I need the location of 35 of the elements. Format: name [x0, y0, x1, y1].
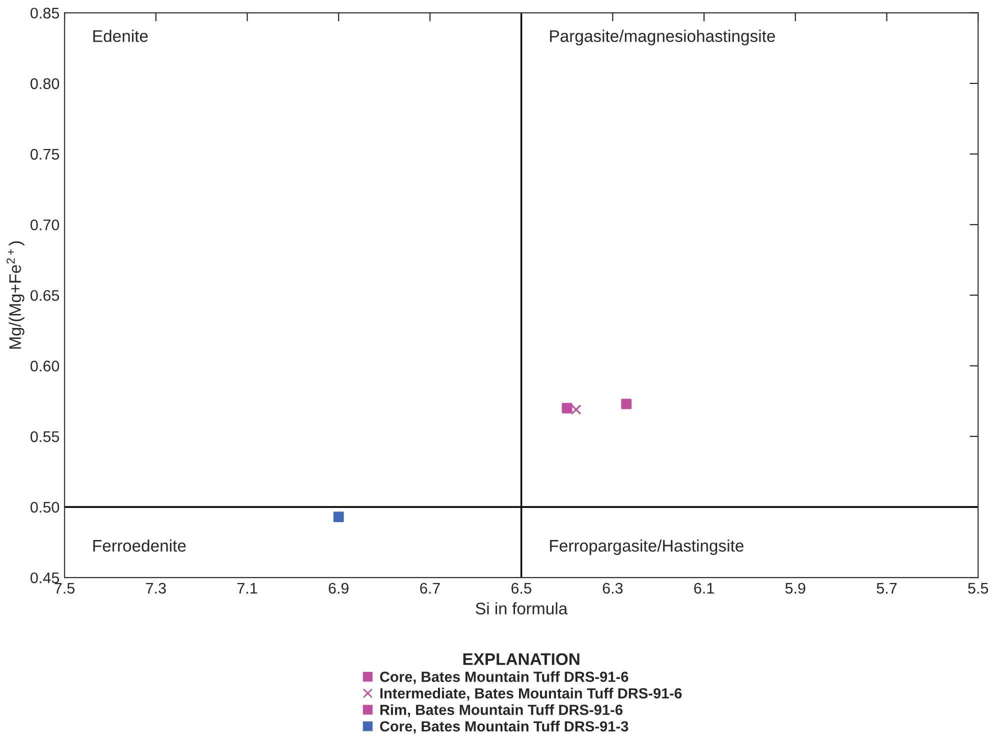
legend-label: Rim, Bates Mountain Tuff DRS-91-6: [380, 704, 623, 718]
x-tick-label: 5.5: [968, 582, 988, 594]
annotation: Ferropargasite/Hastingsite: [550, 539, 744, 555]
y-axis-title: Mg/(Mg+Fe$^{2+}$): [6, 241, 24, 349]
x-tick-label: 6.7: [420, 582, 440, 594]
x-tick-label: 6.9: [328, 582, 349, 594]
x-tick-label: 6.5: [511, 582, 532, 594]
y-tick-label: 0.85: [30, 8, 60, 19]
legend-title: EXPLANATION: [463, 653, 580, 666]
x-tick-label: 7.3: [146, 582, 166, 594]
y-tick-label: 0.60: [30, 360, 60, 372]
y-tick-label: 0.50: [30, 502, 60, 513]
y-tick-label: 0.45: [30, 572, 60, 584]
legend-label: Core, Bates Mountain Tuff DRS-91-6: [380, 671, 628, 684]
y-tick-label: 0.65: [30, 290, 60, 301]
y-tick-label: 0.70: [30, 219, 60, 230]
y-tick-label: 0.55: [30, 431, 60, 442]
point: [333, 512, 344, 522]
y-tick-label: 0.75: [30, 148, 60, 160]
annotation: Edenite: [93, 30, 148, 42]
legend-label: Core, Bates Mountain Tuff DRS-91-3: [380, 720, 628, 734]
x-tick-label: 5.7: [876, 582, 897, 594]
legend-label: Intermediate, Bates Mountain Tuff DRS-91-6: [380, 688, 682, 701]
x-axis-title: Si in formula: [476, 602, 568, 614]
point: [570, 404, 582, 415]
x-tick-label: 7.1: [237, 582, 258, 594]
x-tick-label: 5.9: [785, 582, 806, 594]
x-tick-label: 7.5: [54, 582, 75, 594]
x-tick-label: 6.1: [694, 582, 714, 594]
point: [621, 398, 632, 410]
annotation: Ferroedenite: [93, 539, 186, 552]
annotation: Pargasite/magnesiohastingsite: [550, 30, 775, 46]
y-tick-label: 0.80: [30, 78, 60, 90]
point: [562, 402, 572, 414]
x-tick-label: 6.3: [602, 582, 623, 594]
